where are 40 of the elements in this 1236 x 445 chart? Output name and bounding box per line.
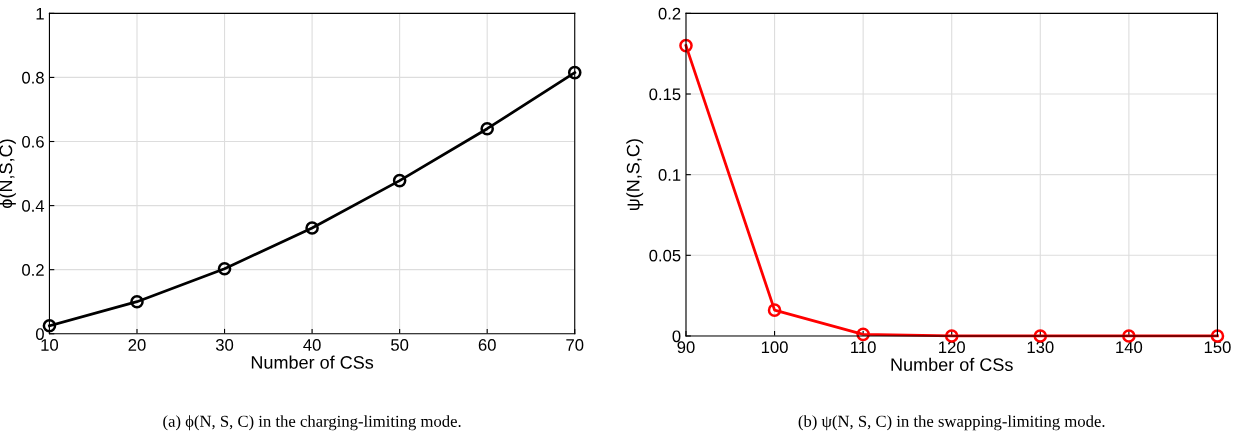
y-tick-label: 0.05: [649, 249, 681, 262]
x-tick-label: 130: [1027, 341, 1054, 354]
y-tick-label: 0.15: [649, 88, 681, 101]
y-tick-label: 0.6: [22, 135, 44, 148]
x-tick-label: 70: [566, 339, 584, 351]
x-tick-label: 100: [761, 341, 788, 354]
point: [856, 327, 870, 342]
x-tick-label: 90: [677, 341, 695, 354]
x-tick-label: 50: [391, 339, 409, 351]
x-tick-label: 20: [128, 339, 146, 351]
y-axis-title: ψ(N,S,C): [626, 139, 644, 210]
x-tick-label: 60: [478, 339, 496, 351]
y-tick-label: 0.2: [658, 7, 681, 20]
point: [130, 294, 144, 309]
x-axis-title: Number of CSs: [891, 357, 1013, 372]
point: [767, 303, 782, 317]
y-tick-label: 0.1: [658, 169, 681, 181]
x-tick-label: 140: [1116, 341, 1143, 354]
y-tick-label: 1: [36, 7, 44, 20]
point: [567, 65, 582, 80]
text: (a) ϕ(N, S, C) in the charging-limiting mode.: [163, 415, 461, 431]
y-tick-label: 0: [35, 328, 44, 340]
point: [392, 173, 407, 188]
y-tick-label: 0: [672, 330, 681, 343]
point: [480, 121, 494, 136]
x-tick-label: 40: [303, 339, 321, 351]
text: (b) ψ(N, S, C) in the swapping-limiting mode.: [798, 415, 1105, 431]
point: [679, 38, 693, 53]
x-tick-label: 10: [41, 339, 59, 351]
point: [42, 318, 57, 333]
point: [217, 261, 232, 276]
x-tick-label: 30: [215, 339, 234, 351]
x-tick-label: 110: [851, 341, 876, 354]
y-axis-title: ϕ(N,S,C): [0, 139, 16, 208]
y-tick-label: 0.2: [22, 264, 44, 276]
point: [305, 221, 319, 235]
y-tick-label: 0.4: [22, 199, 45, 212]
x-axis-title: Number of CSs: [251, 355, 374, 369]
x-tick-label: 120: [939, 341, 965, 354]
y-tick-label: 0.8: [22, 71, 44, 84]
